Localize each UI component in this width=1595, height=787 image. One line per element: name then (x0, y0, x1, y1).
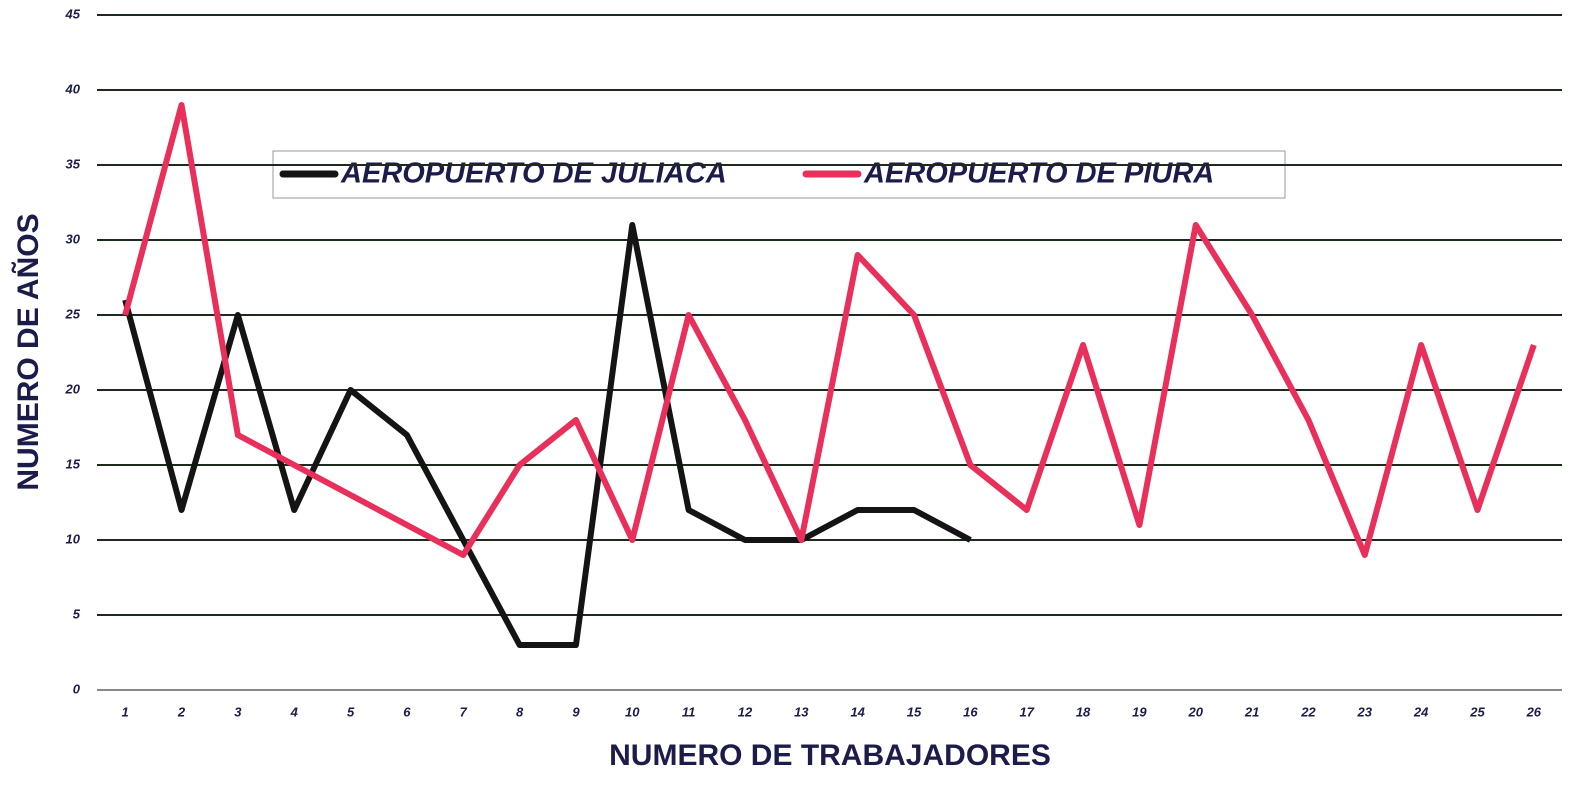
x-tick-label: 12 (738, 704, 753, 719)
series-line (122, 102, 1537, 558)
x-tick-label: 2 (177, 704, 186, 719)
y-tick-label: 30 (66, 231, 81, 246)
x-tick-label: 19 (1132, 704, 1147, 719)
x-tick-label: 22 (1300, 704, 1316, 719)
legend-label: AEROPUERTO DE PIURA (863, 158, 1214, 190)
y-tick-label: 5 (73, 606, 81, 621)
x-tick-label: 16 (963, 704, 978, 719)
x-tick-label: 23 (1357, 704, 1373, 719)
x-tick-label: 10 (625, 704, 640, 719)
y-tick-label: 0 (73, 681, 81, 696)
x-tick-label: 1 (122, 704, 129, 719)
x-tick-label: 9 (572, 704, 580, 719)
y-tick-label: 45 (65, 6, 81, 21)
y-tick-label: 20 (65, 381, 81, 396)
x-tick-label: 24 (1413, 704, 1429, 719)
x-tick-label: 18 (1076, 704, 1091, 719)
y-axis-title: NUMERO DE AÑOS (11, 213, 45, 490)
x-tick-label: 20 (1188, 704, 1204, 719)
x-tick-label: 4 (290, 704, 299, 719)
y-tick-label: 25 (65, 306, 81, 321)
x-tick-label: 17 (1019, 704, 1034, 719)
y-tick-label: 35 (66, 156, 81, 171)
legend-box (272, 150, 1286, 199)
x-tick-label: 26 (1526, 704, 1542, 719)
x-tick-label: 3 (234, 704, 242, 719)
y-tick-label: 40 (65, 81, 81, 96)
series-line (122, 222, 972, 648)
x-tick-label: 25 (1469, 704, 1485, 719)
x-tick-label: 11 (682, 704, 696, 719)
legend-label: AEROPUERTO DE JULIACA (340, 158, 727, 190)
x-tick-label: 5 (347, 704, 355, 719)
y-tick-label: 15 (66, 456, 81, 471)
x-tick-label: 6 (403, 704, 411, 719)
x-tick-label: 15 (907, 704, 922, 719)
x-tick-label: 8 (516, 704, 524, 719)
x-tick-label: 13 (794, 704, 809, 719)
y-tick-label: 10 (66, 531, 81, 546)
x-axis-title: NUMERO DE TRABAJADORES (609, 739, 1051, 772)
x-tick-label: 21 (1244, 704, 1259, 719)
x-tick-label: 14 (850, 704, 865, 719)
x-tick-label: 7 (460, 704, 468, 719)
legend: AEROPUERTO DE JULIACA AEROPUERTO DE PIURA (272, 150, 1286, 199)
